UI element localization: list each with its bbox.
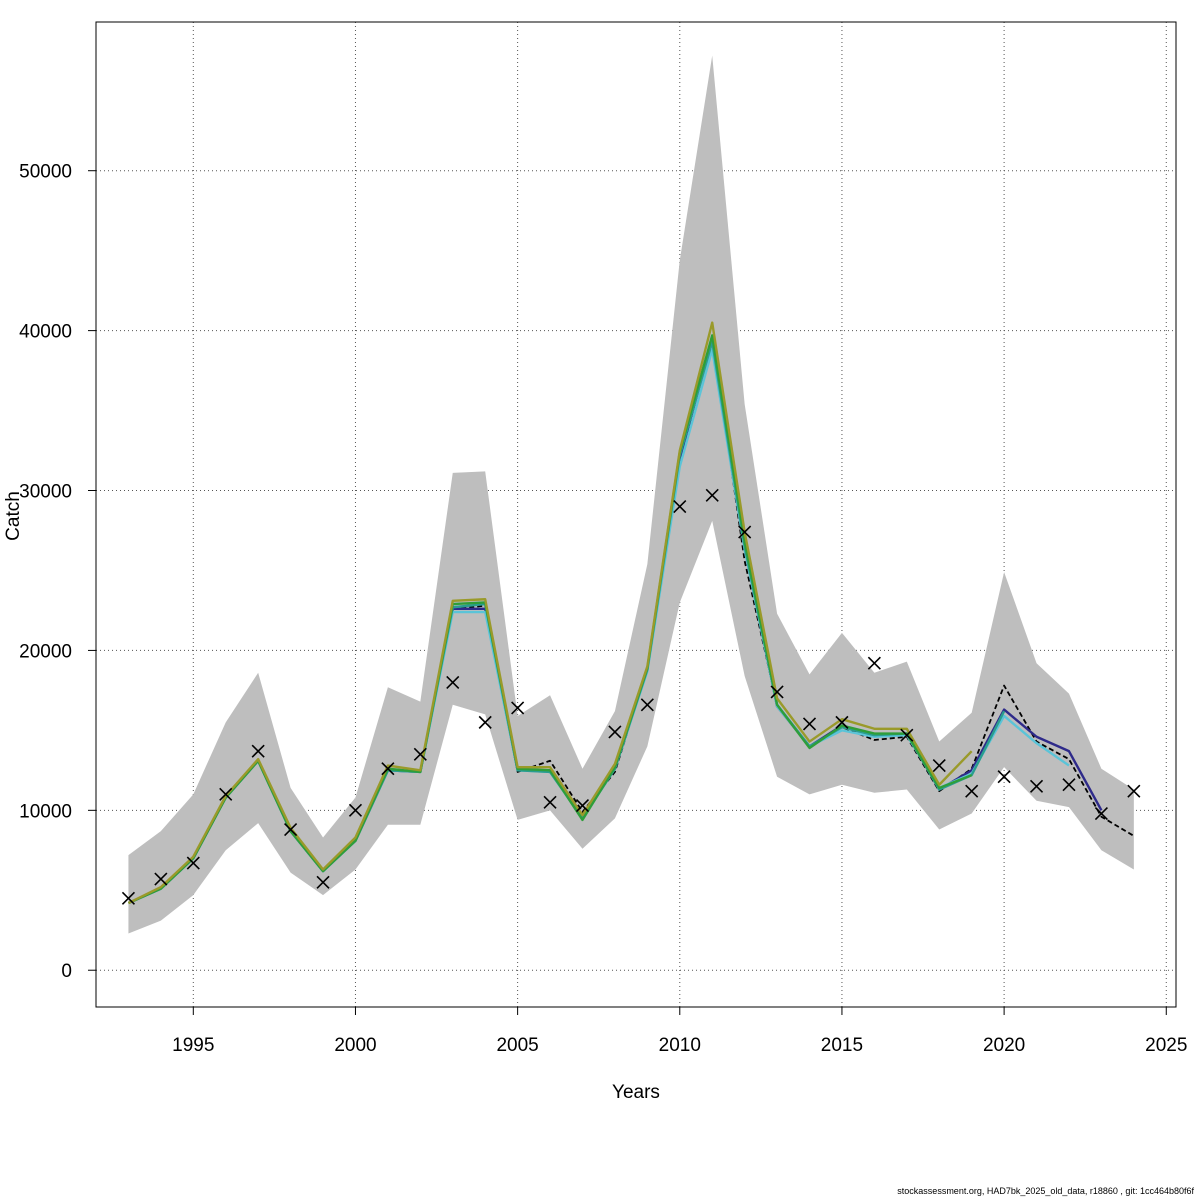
observed-point [381,762,395,776]
observed-point-stroke [770,685,784,699]
observed-point [348,803,363,817]
observed-point-stroke [446,675,460,689]
observed-point-stroke [900,728,914,742]
observed-point-stroke [997,770,1011,784]
observed-point-stroke [802,717,817,731]
observed-point [1127,784,1141,798]
observed-point-stroke [932,758,946,773]
observed-point [997,770,1011,784]
observed-point-stroke [219,787,233,801]
observed-point-stroke [1029,779,1044,793]
observed-point [835,715,849,729]
observed-point [640,698,654,712]
y-tick-label: 50000 [19,162,72,183]
observed-point [1062,778,1076,792]
observed-point-stroke [316,875,330,889]
y-tick-label: 30000 [19,482,72,503]
observed-point-stroke [608,725,622,739]
observed-point-stroke [511,701,525,715]
y-tick-label: 40000 [19,322,72,343]
x-tick-label: 1995 [172,1035,214,1056]
x-tick-label: 2020 [983,1035,1025,1056]
observed-point [673,499,687,514]
observed-point-stroke [640,698,654,712]
x-tick-label: 2010 [659,1035,701,1056]
observed-point-stroke [348,803,363,817]
observed-point-stroke [705,488,719,502]
observed-point-stroke [284,822,298,837]
observed-point-stroke [738,525,752,539]
observed-point [900,728,914,742]
observed-point [154,872,168,886]
x-tick-label: 2000 [334,1035,376,1056]
observed-point [478,715,492,729]
observed-point [121,891,135,905]
observed-point [316,875,330,889]
observed-point [413,747,427,761]
observed-point-stroke [413,747,427,761]
observed-point [965,784,979,798]
observed-point-stroke [867,656,881,670]
series-line-6 [127,321,973,905]
observed-point [446,675,460,689]
confidence-band-area [128,55,1134,934]
observed-point [511,701,525,715]
observed-point-stroke [1094,806,1108,821]
observed-point-stroke [673,499,687,514]
y-axis: 0 10000 20000 30000 40000 50000 [19,162,97,982]
observed-point-stroke [478,715,492,729]
observed-point [251,744,265,758]
observed-point [608,725,622,739]
x-tick-label: 2015 [821,1035,863,1056]
observed-markers [121,488,1141,905]
observed-point [186,856,200,870]
observed-point-stroke [251,744,265,758]
y-tick-label: 20000 [19,641,72,662]
observed-point [770,685,784,699]
observed-point-stroke [381,762,395,776]
observed-point [543,795,557,809]
observed-point [284,822,298,837]
observed-point [802,717,817,731]
observed-point [705,488,719,502]
observed-point [1029,779,1044,793]
observed-point [738,525,752,539]
observed-point-stroke [575,798,590,813]
x-axis-label: Years [612,1082,660,1103]
observed-point [932,758,946,773]
x-tick-label: 2025 [1145,1035,1187,1056]
observed-point-stroke [186,856,200,870]
observed-point [219,787,233,801]
x-tick-label: 2005 [496,1035,538,1056]
observed-point [1094,806,1108,821]
observed-point-stroke [1127,784,1141,798]
y-tick-label: 0 [61,961,72,982]
observed-point-stroke [543,795,557,809]
observed-point-stroke [121,891,135,905]
x-axis: 1995 2000 2005 2010 2015 2020 2025 [172,1006,1187,1056]
footer-note: stockassessment.org, HAD7bk_2025_old_dat… [897,1186,1194,1196]
y-tick-label: 10000 [19,801,72,822]
series-lines [127,321,1135,905]
observed-point-stroke [835,715,849,729]
confidence-band [128,55,1134,934]
y-axis-label: Catch [3,491,24,541]
observed-point-stroke [1062,778,1076,792]
plot-frame [95,21,1177,1008]
observed-point [867,656,881,670]
observed-point-stroke [154,872,168,886]
grid-lines [96,22,1176,1007]
observed-point [575,798,590,813]
observed-point-stroke [965,784,979,798]
